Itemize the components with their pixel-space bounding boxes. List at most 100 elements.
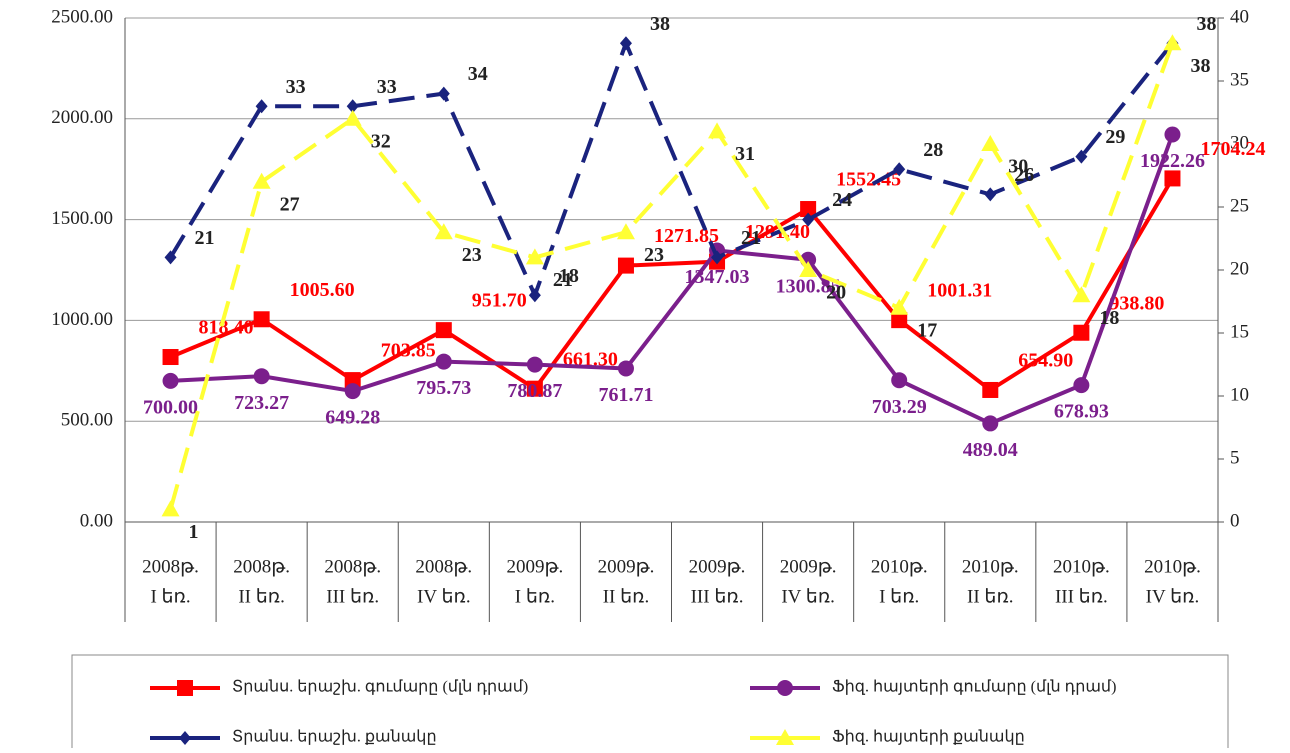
data-label: 818.40 [199,317,254,339]
data-label: 23 [644,244,664,266]
marker [893,162,906,177]
data-label: 29 [1105,126,1125,148]
marker [346,99,359,114]
x-tick-label: 2010թ. [871,556,928,577]
marker [982,381,999,398]
marker [526,380,543,397]
marker [252,172,271,189]
data-label: 703.29 [872,396,927,418]
data-label: 24 [832,189,852,211]
data-label: 1 [189,521,199,543]
marker [162,349,179,366]
marker [984,187,997,202]
marker [800,201,817,218]
legend-label: Ֆիզ. հայտերի քանակը [832,729,1025,746]
x-tick-label: 2008թ. [142,556,199,577]
x-tick-label: 2009թ. [689,556,746,577]
legend-box [71,654,1229,753]
marker [343,109,362,126]
marker [1073,324,1090,341]
data-label: 938.80 [1109,292,1164,314]
legend-label: Տրանս. երաշխ. գումարը (մլն դրամ) [232,679,528,696]
marker [1075,149,1088,164]
data-label: 700.00 [143,396,198,418]
marker [891,312,908,329]
data-label: 18 [1099,307,1119,329]
y-tick-label: 1500.00 [51,208,113,229]
legend-label: Տրանս. երաշխ. քանակը [232,729,437,746]
data-label: 17 [917,319,937,341]
marker [890,298,909,315]
y2-tick-label: 25 [1230,195,1249,216]
x-tick-label: I եռ. [515,586,555,607]
marker [525,248,544,265]
marker [255,99,268,114]
data-label: 20 [826,282,846,304]
marker [981,135,1000,151]
x-tick-label: IV եռ. [1146,586,1200,607]
data-label: 649.28 [325,407,380,429]
x-tick-label: III եռ. [691,586,744,607]
data-label: 1704.24 [1200,138,1265,160]
data-label: 654.90 [1018,350,1073,372]
marker [164,250,177,265]
marker [1164,126,1181,143]
marker [528,288,541,303]
series-line [169,177,1175,393]
data-label: 723.27 [234,392,289,414]
marker [162,372,179,389]
legend-label: Ֆիզ. հայտերի գումարը (մլն դրամ) [832,679,1116,696]
data-label: 1271.85 [654,225,719,247]
data-label: 1922.26 [1140,150,1205,172]
x-tick-label: II եռ. [603,586,650,607]
data-label: 26 [1014,164,1034,186]
marker [616,223,635,240]
marker [526,356,543,373]
marker [434,223,453,240]
data-label: 30 [1008,156,1028,178]
x-tick-label: II եռ. [238,586,285,607]
data-label: 27 [280,193,300,215]
data-label: 33 [377,76,397,98]
data-label: 28 [923,139,943,161]
marker [982,415,999,432]
marker [617,360,634,377]
marker [344,383,361,400]
data-label: 21 [741,227,761,249]
y2-tick-label: 10 [1230,384,1249,405]
data-label: 18 [559,265,579,287]
x-tick-label: 2008թ. [324,556,381,577]
x-tick-label: 2010թ. [962,556,1019,577]
marker [802,212,815,227]
y2-tick-label: 5 [1230,447,1240,468]
y-tick-label: 0.00 [80,510,113,531]
x-tick-label: 2008թ. [233,556,290,577]
x-tick-label: 2009թ. [598,556,655,577]
x-tick-label: 2010թ. [1053,556,1110,577]
data-label: 678.93 [1054,401,1109,423]
marker [437,86,450,101]
legend-marker [776,729,794,745]
data-label: 23 [462,244,482,266]
data-label: 33 [286,76,306,98]
data-label: 38 [650,13,670,35]
marker [711,250,724,265]
y2-tick-label: 30 [1230,132,1249,153]
marker [1164,170,1181,187]
data-label: 32 [371,130,391,152]
data-label: 1347.03 [685,266,750,288]
x-tick-label: II եռ. [967,586,1014,607]
marker [891,372,908,389]
data-label: 1005.60 [290,279,355,301]
marker [1163,34,1182,51]
x-tick-label: III եռ. [326,586,379,607]
marker [1073,377,1090,394]
y-tick-label: 2500.00 [51,6,113,27]
series-line [170,133,1175,426]
data-label: 1001.31 [927,280,992,302]
x-tick-label: IV եռ. [781,586,835,607]
y-tick-label: 1000.00 [51,309,113,330]
x-tick-label: 2010թ. [1144,556,1201,577]
series-line [168,42,1175,510]
